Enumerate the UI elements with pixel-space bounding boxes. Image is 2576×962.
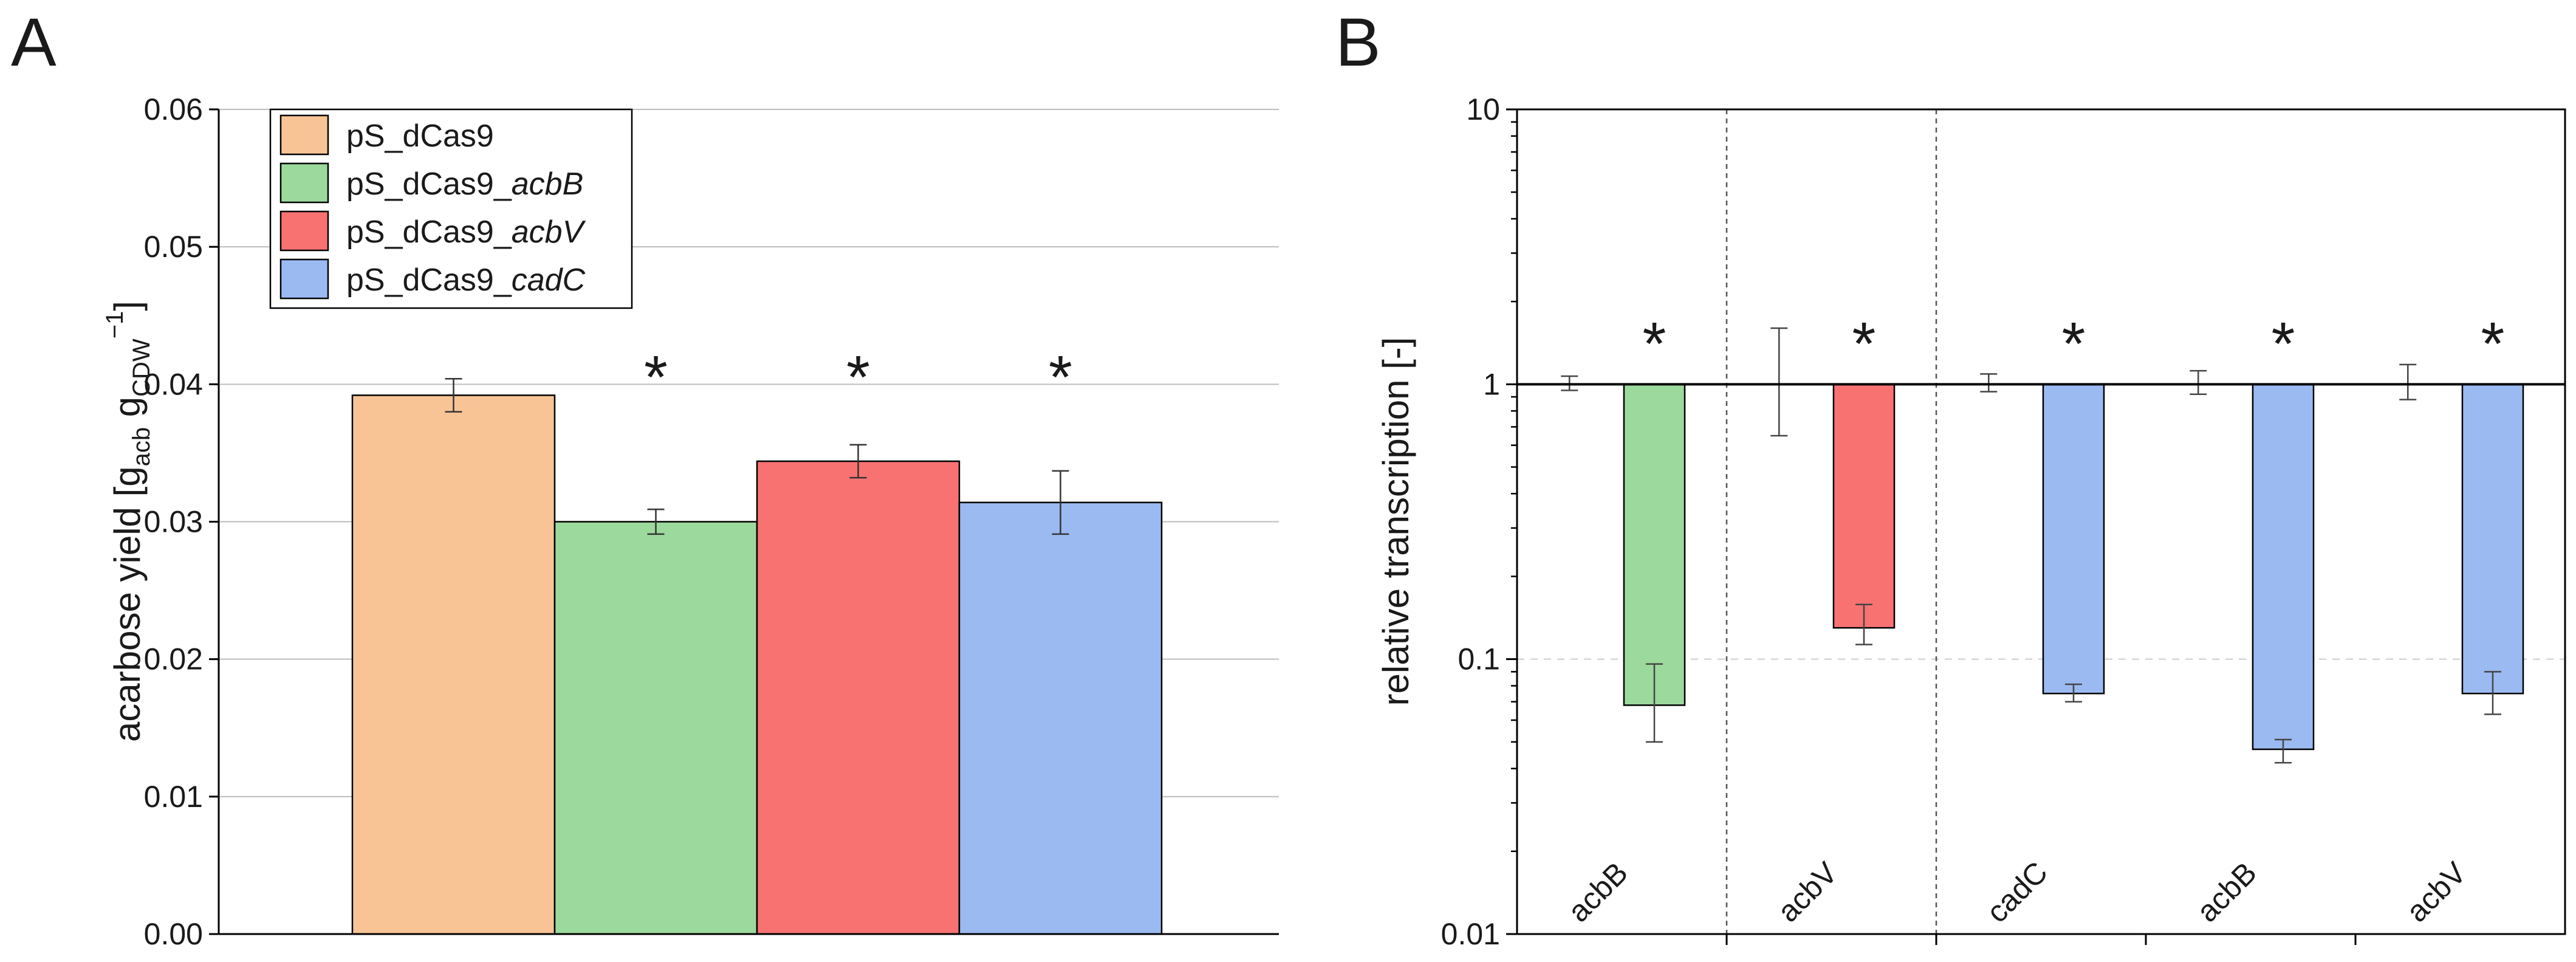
chart-b-y-tick-label: 0.1 — [1458, 642, 1500, 676]
chart-b-bar — [2461, 383, 2524, 695]
chart-b-category-label: acbV — [1771, 855, 1845, 929]
chart-a-bar — [958, 501, 1163, 935]
chart-a-y-tick-label: 0.01 — [144, 780, 203, 814]
y-label-part-2: g — [107, 397, 148, 427]
chart-b-significance-marker: * — [1643, 310, 1667, 378]
chart-b-significance-marker: * — [2481, 310, 2505, 378]
chart-b-y-tick-label: 10 — [1466, 92, 1500, 126]
chart-a-significance-marker: * — [846, 343, 870, 411]
chart-b-bars — [1623, 383, 2524, 751]
legend-frame — [269, 108, 633, 309]
legend-label-prefix: pS_dCas9_ — [346, 215, 512, 250]
chart-a-y-tick-label: 0.02 — [144, 642, 203, 676]
panel-a-letter: A — [11, 4, 57, 80]
chart-a-y-tick-label: 0.04 — [144, 367, 203, 401]
panel-b-letter: B — [1335, 4, 1381, 80]
legend-label-prefix: pS_dCas9_ — [346, 167, 512, 202]
chart-a-y-tick-label: 0.00 — [144, 917, 203, 951]
legend-label-gene: acbV — [512, 215, 586, 250]
chart-b-bar — [2252, 383, 2315, 751]
chart-b-significance: * * * * * — [1643, 310, 2505, 378]
chart-b-y-label: relative transcription [-] — [1375, 337, 1416, 706]
chart-a-bar — [351, 394, 556, 935]
legend-entries: pS_dCas9pS_dCas9_acbBpS_dCas9_acbVpS_dCa… — [279, 114, 586, 300]
chart-b-bar — [2042, 383, 2105, 695]
chart-b-separators — [1725, 109, 1937, 934]
chart-b-y-tick-label: 1 — [1483, 367, 1500, 401]
chart-b-y-tick-label: 0.01 — [1441, 917, 1500, 951]
legend-label-prefix: pS_dCas9 — [346, 119, 494, 154]
chart-b-errorbars — [1561, 327, 2501, 764]
chart-b-significance-marker: * — [2272, 310, 2295, 378]
chart-a-bars — [351, 394, 1163, 935]
chart-b-category-labels: acbB acbV cadC acbB acbV — [1561, 855, 2473, 929]
chart-a-bar — [756, 460, 961, 935]
legend-label-prefix: pS_dCas9_ — [346, 263, 512, 298]
y-label-sub-acb: acb — [128, 427, 155, 467]
legend-swatch — [279, 210, 329, 252]
chart-a-significance-marker: * — [1049, 343, 1072, 411]
chart-b-category-label: acbB — [2190, 856, 2263, 929]
chart-a-y-tick-label: 0.05 — [144, 230, 203, 264]
chart-a-significance: * * * — [644, 343, 1072, 411]
chart-a-y-tick-label: 0.06 — [144, 92, 203, 126]
chart-b-category-label: acbB — [1561, 856, 1634, 929]
chart-a-y-label: acarbose yield [gacb gCDW−1] — [101, 301, 155, 742]
chart-b-category-label: cadC — [1980, 855, 2054, 929]
legend-swatch — [279, 258, 329, 300]
legend-label: pS_dCas9 — [346, 119, 494, 154]
legend-label: pS_dCas9_acbB — [346, 167, 583, 202]
chart-b-plot-frame — [1516, 108, 2566, 935]
legend-label: pS_dCas9_acbV — [346, 215, 586, 250]
legend-label-gene: acbB — [512, 167, 584, 202]
y-label-sup: −1 — [101, 311, 128, 339]
chart-a-significance-marker: * — [644, 343, 668, 411]
chart-b-significance-marker: * — [2062, 310, 2086, 378]
y-label-part-1: acarbose yield [g — [107, 466, 148, 742]
chart-b-y-ticks: 0.01 0.1 1 10 — [1441, 92, 2357, 951]
y-label-part-3: ] — [107, 301, 148, 311]
chart-a-legend: pS_dCas9pS_dCas9_acbBpS_dCas9_acbVpS_dCa… — [269, 108, 633, 309]
chart-b-bar — [1623, 383, 1686, 706]
legend-label-gene: cadC — [512, 263, 586, 298]
chart-a-bar — [553, 521, 758, 935]
chart-a-errorbars — [445, 378, 1069, 535]
legend-swatch — [279, 114, 329, 156]
chart-a-y-ticks: 0.00 0.01 0.02 0.03 0.04 0.05 0.06 — [144, 92, 219, 951]
chart-b-category-label: acbV — [2400, 855, 2473, 929]
chart-b-bar — [1832, 383, 1896, 629]
chart-b: * * * * * acbB acbV cadC acbB acbV 0.01 0.1 1 10 re… — [1375, 92, 2566, 951]
y-label-sub-cdw: CDW — [128, 338, 155, 397]
chart-b-significance-marker: * — [1852, 310, 1876, 378]
legend-label: pS_dCas9_cadC — [346, 263, 586, 298]
chart-a: * * * 0.00 0.01 0.02 0.03 0.04 0.05 0.06 acarbos… — [101, 92, 1279, 951]
legend-swatch — [279, 162, 329, 204]
chart-a-y-tick-label: 0.03 — [144, 505, 203, 539]
